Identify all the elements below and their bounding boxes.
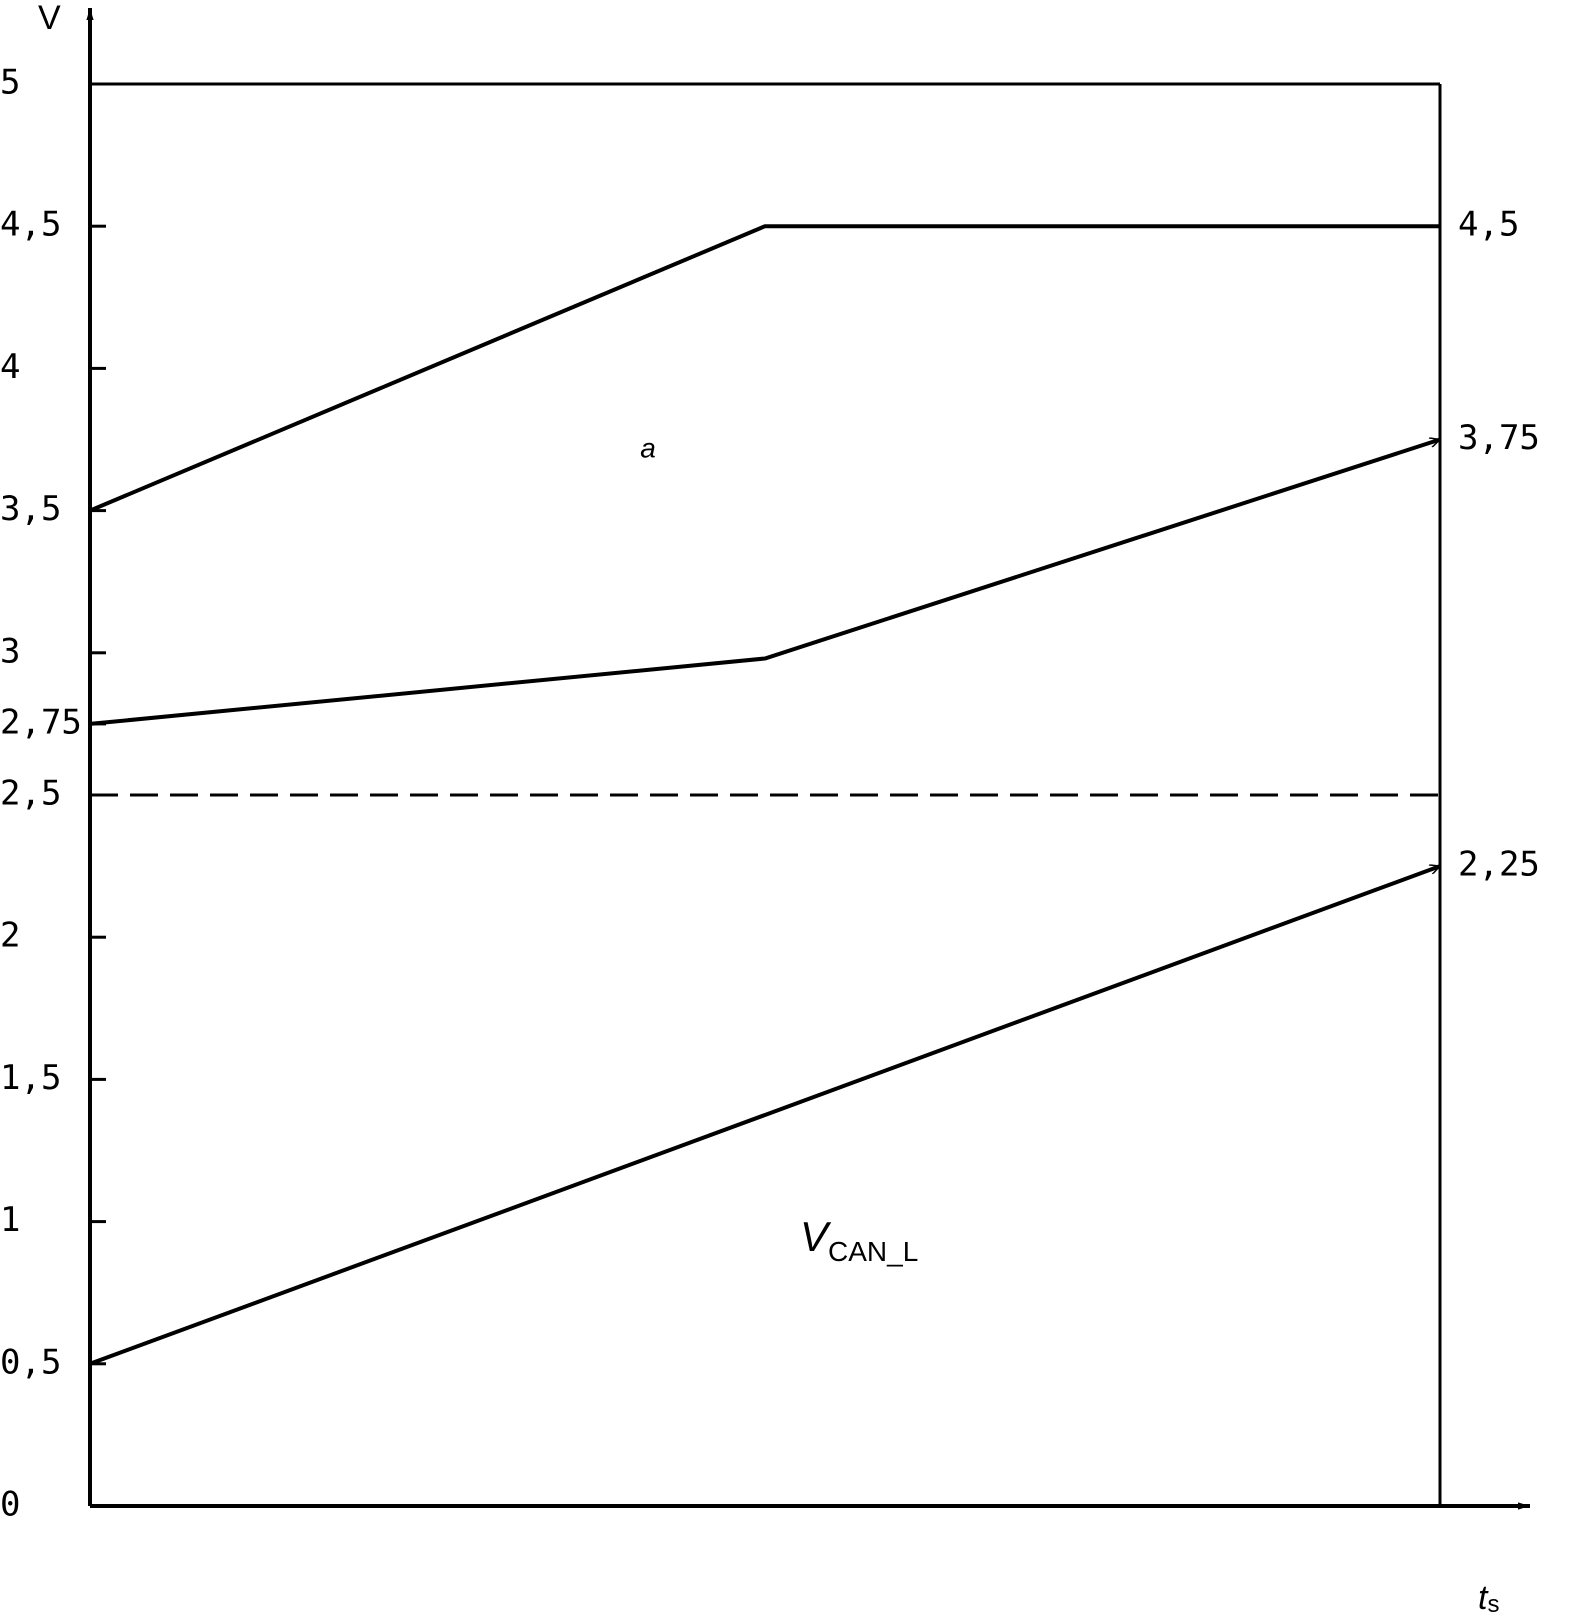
- y-tick-label: 1: [0, 1200, 20, 1240]
- y-tick-label: 4,5: [0, 205, 61, 245]
- y-tick-label: 3,5: [0, 489, 61, 529]
- annotation-symbol: V: [800, 1213, 832, 1260]
- y-tick-label: 2,5: [0, 774, 61, 814]
- annotation-subscript: CAN_L: [828, 1236, 918, 1267]
- x-axis-subscript: s: [1487, 1591, 1499, 1618]
- y-axis-label: V: [38, 0, 61, 37]
- y-tick-label: 0,5: [0, 1342, 61, 1382]
- annotation: a: [640, 432, 656, 463]
- y-tick-label: 2: [0, 916, 20, 956]
- annotation: VCAN_L: [800, 1213, 918, 1267]
- y-tick-label: 3: [0, 631, 20, 671]
- line: [89, 866, 1440, 1366]
- x-axis-symbol: t: [1478, 1579, 1489, 1617]
- y-tick-label: 0: [0, 1485, 20, 1525]
- y-tick-label: 1,5: [0, 1058, 61, 1098]
- y-tick-label: 5: [0, 63, 20, 103]
- y-tick-label: 4: [0, 347, 20, 387]
- line: [89, 440, 1440, 726]
- axes: [86, 8, 1530, 1510]
- y-tick-label: 2,75: [0, 702, 82, 742]
- line: [89, 224, 1440, 513]
- value-label: 4,5: [1458, 205, 1519, 245]
- value-label: 3,75: [1458, 418, 1540, 458]
- x-axis-label: ts: [1478, 1579, 1499, 1618]
- value-label: 2,25: [1458, 845, 1540, 885]
